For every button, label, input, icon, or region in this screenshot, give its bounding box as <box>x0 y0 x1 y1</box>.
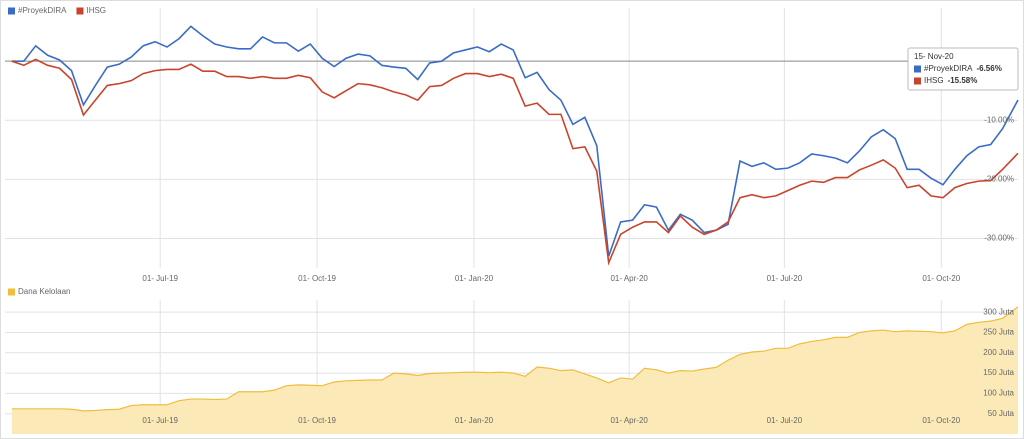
line <box>11 25 1019 257</box>
x-tick-label: 01- Jul-19 <box>142 416 178 425</box>
x-tick-label: 01- Oct-19 <box>298 416 336 425</box>
y-tick-label: 200 Juta <box>983 348 1014 357</box>
tooltip-swatch <box>914 77 921 85</box>
legend-label: Dana Kelolaan <box>18 287 70 296</box>
x-tick-label: 01- Oct-19 <box>298 274 336 283</box>
y-tick-label: -10.00% <box>984 115 1014 124</box>
legend-swatch <box>76 7 84 15</box>
x-tick-label: 01- Jul-20 <box>767 416 803 425</box>
line <box>11 58 1019 266</box>
tooltip-value: -6.56% <box>976 64 1001 73</box>
x-tick-label: 01- Jul-19 <box>142 274 178 283</box>
x-tick-label: 01- Apr-20 <box>610 416 648 425</box>
tooltip-name: #ProyekDIRA <box>924 64 973 73</box>
y-tick-label: 100 Juta <box>983 389 1014 398</box>
area-line <box>11 306 1019 412</box>
y-tick-label: 250 Juta <box>983 328 1014 337</box>
y-tick-label: 300 Juta <box>983 307 1014 316</box>
x-tick-label: 01- Oct-20 <box>922 416 960 425</box>
legend-swatch <box>8 288 15 296</box>
x-tick-label: 01- Jan-20 <box>455 274 494 283</box>
y-tick-label: -30.00% <box>984 234 1014 243</box>
tooltip: 15- Nov-20 #ProyekDIRA -6.56% IHSG -15.58% <box>907 47 1019 91</box>
legend-label: IHSG <box>86 6 106 15</box>
tooltip-date: 15- Nov-20 <box>914 52 954 61</box>
legend-label: #ProyekDIRA <box>18 6 67 15</box>
tooltip-value: -15.58% <box>948 76 978 85</box>
x-tick-label: 01- Apr-20 <box>610 274 648 283</box>
tooltip-name: IHSG <box>924 76 944 85</box>
y-tick-label: 150 Juta <box>983 368 1014 377</box>
area <box>11 306 1019 434</box>
y-tick-label: -20.00% <box>984 174 1014 183</box>
y-tick-label: 50 Juta <box>988 409 1015 418</box>
x-tick-label: 01- Jan-20 <box>455 416 494 425</box>
legend-swatch <box>8 7 15 15</box>
tooltip-box <box>907 47 1019 91</box>
x-tick-label: 01- Oct-20 <box>922 274 960 283</box>
x-tick-label: 01- Jul-20 <box>767 274 803 283</box>
tooltip-swatch <box>914 65 921 73</box>
